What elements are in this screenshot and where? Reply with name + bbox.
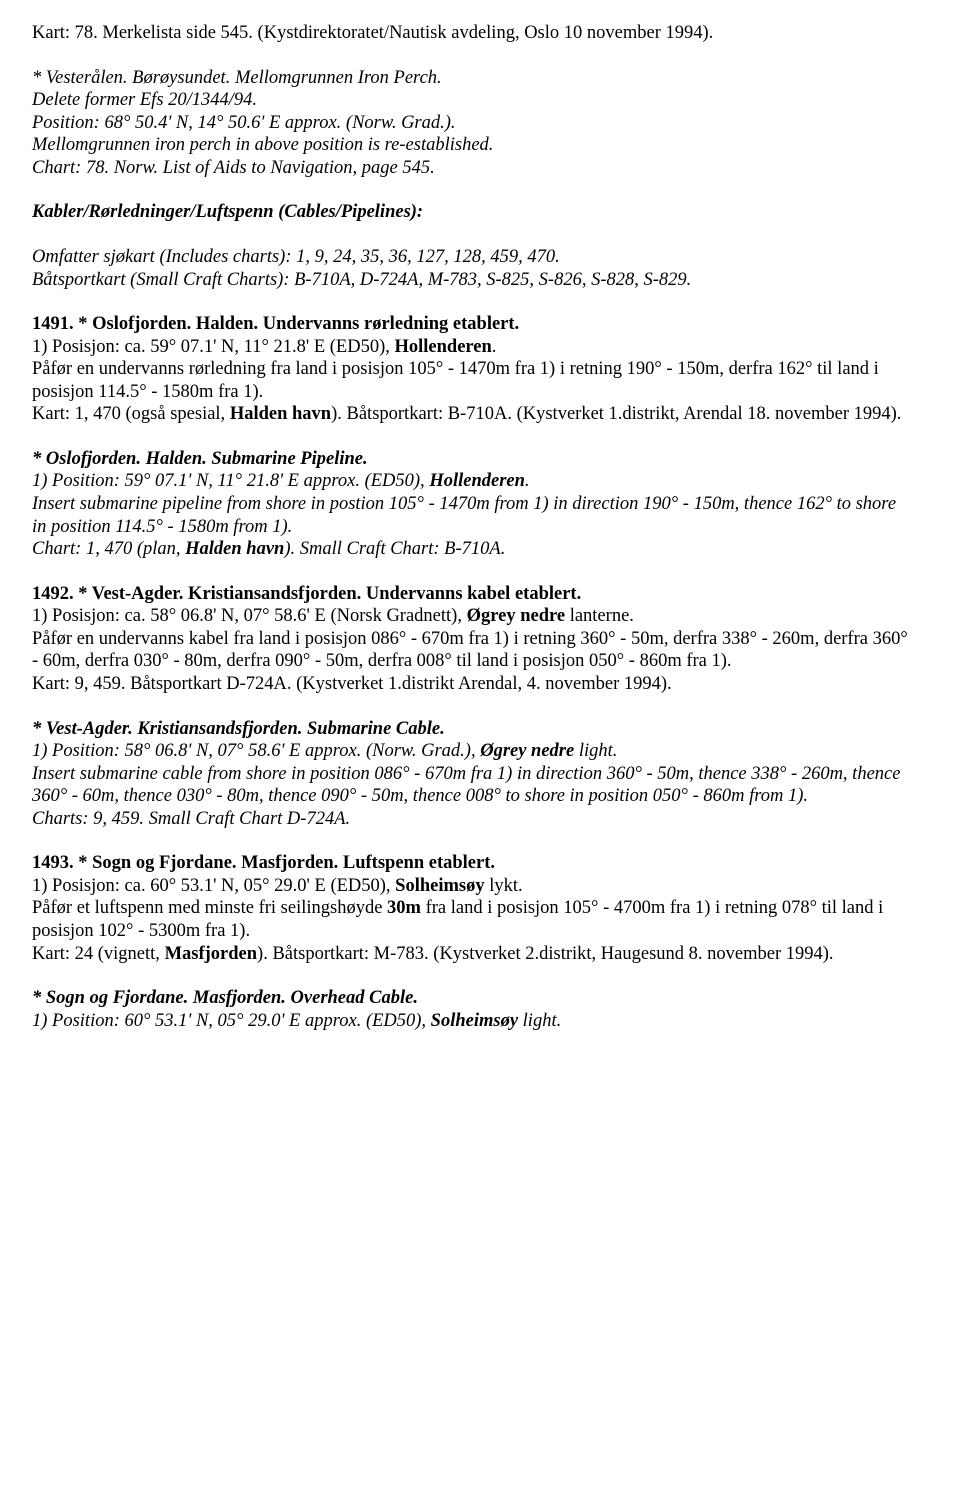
paragraph-1493-no: 1493. * Sogn og Fjordane. Masfjorden. Lu… xyxy=(32,852,912,965)
paragraph-1493-en: * Sogn og Fjordane. Masfjorden. Overhead… xyxy=(32,987,912,1032)
text-run: Påfør et luftspenn med minste fri seilin… xyxy=(32,898,387,918)
text-run: * Vest-Agder. Kristiansandsfjorden. Subm… xyxy=(32,719,445,739)
text-run: 1491. * Oslofjorden. Halden. Undervanns … xyxy=(32,314,519,334)
paragraph-1492-en: * Vest-Agder. Kristiansandsfjorden. Subm… xyxy=(32,718,912,831)
text-run: . xyxy=(525,471,530,491)
text-run: Chart: 1, 470 (plan, xyxy=(32,539,185,559)
text-run: 1) Posisjon: ca. 59° 07.1' N, 11° 21.8' … xyxy=(32,337,394,357)
text-run: Hollenderen xyxy=(394,337,491,357)
paragraph-1491-no: 1491. * Oslofjorden. Halden. Undervanns … xyxy=(32,313,912,426)
text-run: ). Båtsportkart: M-783. (Kystverket 2.di… xyxy=(257,944,833,964)
text-run: 30m xyxy=(387,898,421,918)
text-run: ). Small Craft Chart: B-710A. xyxy=(284,539,505,559)
text-run: 1) Position: 59° 07.1' N, 11° 21.8' E ap… xyxy=(32,471,429,491)
text-run: Position: 68° 50.4' N, 14° 50.6' E appro… xyxy=(32,113,456,133)
text-run: : B-710A, D-724A, M-783, S-825, S-826, S… xyxy=(283,270,691,290)
text-run: Øgrey nedre xyxy=(480,741,574,761)
text-run: Insert submarine cable from shore in pos… xyxy=(32,764,900,807)
text-run: 1) Posisjon: ca. 58° 06.8' N, 07° 58.6' … xyxy=(32,606,467,626)
text-run: 1) Position: 60° 53.1' N, 05° 29.0' E ap… xyxy=(32,1011,431,1031)
paragraph-chart-ref: Kart: 78. Merkelista side 545. (Kystdire… xyxy=(32,22,912,45)
text-run: Solheimsøy xyxy=(395,876,484,896)
text-run: Kart: 78. Merkelista side 545. (Kystdire… xyxy=(32,23,713,43)
text-run: Omfatter sjøkart xyxy=(32,247,159,267)
text-run: (Small Craft Charts) xyxy=(130,270,283,290)
text-run: Chart: 78. Norw. List of Aids to Navigat… xyxy=(32,158,435,178)
text-run: 1493. * Sogn og Fjordane. Masfjorden. Lu… xyxy=(32,853,495,873)
paragraph-1491-en: * Oslofjorden. Halden. Submarine Pipelin… xyxy=(32,448,912,561)
paragraph-1492-no: 1492. * Vest-Agder. Kristiansandsfjorden… xyxy=(32,583,912,696)
text-run: light. xyxy=(574,741,617,761)
text-run: (Includes charts) xyxy=(159,247,285,267)
text-run: Mellomgrunnen iron perch in above positi… xyxy=(32,135,493,155)
text-run: 1) Posisjon: ca. 60° 53.1' N, 05° 29.0' … xyxy=(32,876,395,896)
text-run: 1) Position: 58° 06.8' N, 07° 58.6' E ap… xyxy=(32,741,480,761)
text-run: Kart: 1, 470 (også spesial, xyxy=(32,404,230,424)
text-run: Kabler/Rørledninger/Luftspenn (Cables/Pi… xyxy=(32,202,423,222)
text-run: * Oslofjorden. Halden. Submarine Pipelin… xyxy=(32,449,368,469)
text-run: Masfjorden xyxy=(165,944,257,964)
text-run: * Vesterålen. Børøysundet. Mellomgrunnen… xyxy=(32,68,442,88)
text-run: light. xyxy=(518,1011,561,1031)
text-run: Øgrey nedre xyxy=(467,606,565,626)
text-run: Båtsportkart xyxy=(32,270,130,290)
paragraph-chart-list: Omfatter sjøkart (Includes charts): 1, 9… xyxy=(32,246,912,291)
text-run: Påfør en undervanns kabel fra land i pos… xyxy=(32,629,908,672)
text-run: Kart: 24 (vignett, xyxy=(32,944,165,964)
text-run: . xyxy=(492,337,497,357)
text-run: Påfør en undervanns rørledning fra land … xyxy=(32,359,879,402)
text-run: Hollenderen xyxy=(429,471,525,491)
text-run: Charts: 9, 459. Small Craft Chart D-724A… xyxy=(32,809,350,829)
paragraph-section-header: Kabler/Rørledninger/Luftspenn (Cables/Pi… xyxy=(32,201,912,224)
text-run: Halden havn xyxy=(185,539,284,559)
text-run: lykt. xyxy=(485,876,523,896)
text-run: Kart: 9, 459. Båtsportkart D-724A. (Kyst… xyxy=(32,674,672,694)
text-run: ). Båtsportkart: B-710A. (Kystverket 1.d… xyxy=(331,404,901,424)
paragraph-vesteralen-en: * Vesterålen. Børøysundet. Mellomgrunnen… xyxy=(32,67,912,180)
text-run: : 1, 9, 24, 35, 36, 127, 128, 459, 470. xyxy=(285,247,559,267)
text-run: Delete former Efs 20/1344/94. xyxy=(32,90,257,110)
text-run: Solheimsøy xyxy=(431,1011,518,1031)
text-run: Insert submarine pipeline from shore in … xyxy=(32,494,896,537)
text-run: * Sogn og Fjordane. Masfjorden. Overhead… xyxy=(32,988,418,1008)
text-run: 1492. * Vest-Agder. Kristiansandsfjorden… xyxy=(32,584,581,604)
text-run: Halden havn xyxy=(230,404,331,424)
text-run: lanterne. xyxy=(565,606,634,626)
